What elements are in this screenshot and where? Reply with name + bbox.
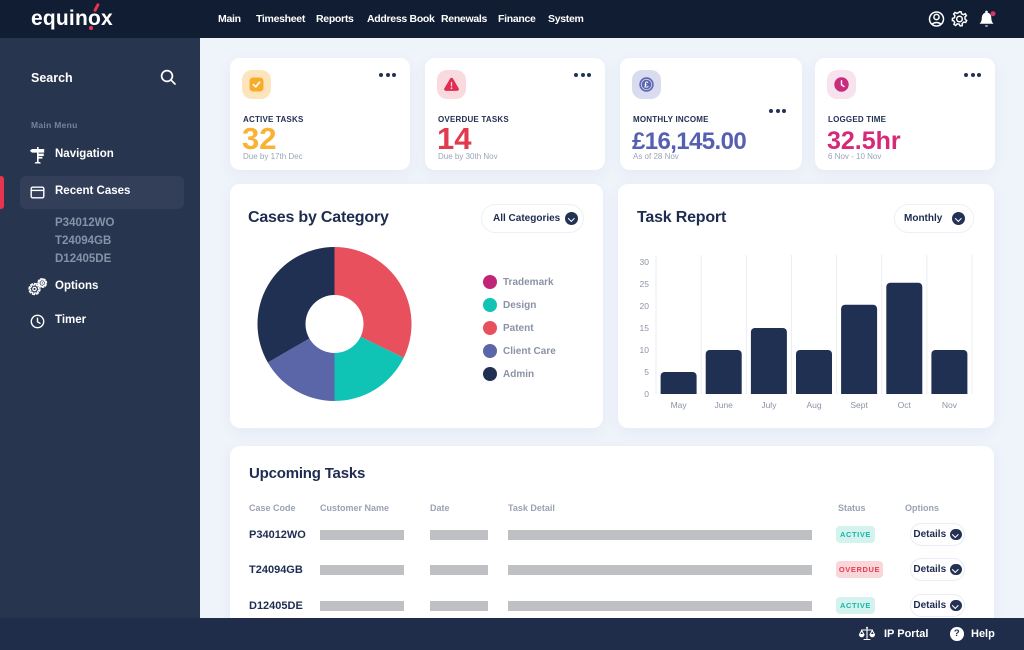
svg-text:15: 15 bbox=[640, 323, 650, 333]
svg-text:May: May bbox=[671, 400, 688, 410]
svg-text:Nov: Nov bbox=[942, 400, 958, 410]
svg-text:June: June bbox=[714, 400, 733, 410]
svg-text:5: 5 bbox=[644, 367, 649, 377]
svg-text:Oct: Oct bbox=[898, 400, 912, 410]
svg-text:£: £ bbox=[644, 81, 649, 90]
svg-text:Sept: Sept bbox=[850, 400, 868, 410]
svg-text:Aug: Aug bbox=[806, 400, 821, 410]
svg-text:0: 0 bbox=[644, 389, 649, 399]
svg-text:20: 20 bbox=[640, 301, 650, 311]
svg-text:July: July bbox=[761, 400, 777, 410]
svg-text:10: 10 bbox=[640, 345, 650, 355]
svg-text:30: 30 bbox=[640, 257, 650, 267]
svg-text:25: 25 bbox=[640, 279, 650, 289]
